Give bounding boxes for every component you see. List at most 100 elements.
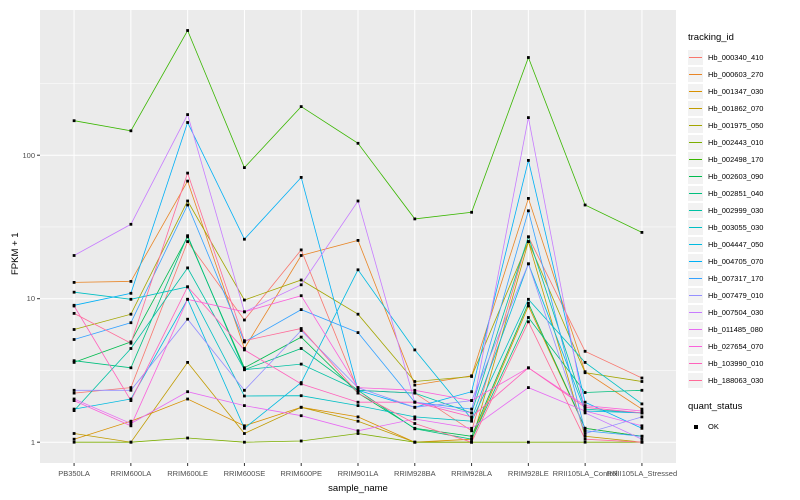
data-point	[299, 254, 303, 257]
data-point	[243, 424, 246, 428]
data-point	[640, 434, 644, 438]
legend-entry-Hb_007504_030: Hb_007504_030	[688, 304, 798, 321]
legend-label: Hb_188063_030	[708, 376, 764, 385]
data-point	[583, 426, 587, 430]
legend-label: Hb_002999_030	[708, 206, 764, 215]
data-point	[129, 291, 133, 295]
legend-label: Hb_001975_050	[708, 121, 764, 130]
data-point	[356, 268, 360, 272]
x-tick-label: PB350LA	[58, 469, 90, 478]
data-point	[299, 308, 303, 311]
data-point	[72, 290, 76, 294]
data-point	[299, 176, 303, 179]
data-point	[583, 349, 587, 353]
data-point	[72, 281, 76, 284]
data-point	[583, 411, 587, 415]
data-point	[583, 437, 587, 441]
legend-key-icon	[688, 118, 703, 133]
legend-entry-Hb_027654_070: Hb_027654_070	[688, 338, 798, 355]
x-tick-label: RRII105LA_Control	[552, 469, 618, 478]
data-point	[243, 166, 246, 169]
legend-key-icon	[688, 288, 703, 303]
legend-label: Hb_103990_010	[708, 359, 764, 368]
data-point	[527, 159, 530, 162]
data-point	[356, 429, 360, 433]
data-point	[356, 400, 360, 404]
legend-key-icon	[688, 67, 703, 82]
data-point	[299, 327, 303, 330]
legend-entry-Hb_003055_030: Hb_003055_030	[688, 219, 798, 236]
legend-label: Hb_004447_050	[708, 240, 764, 249]
data-point	[129, 388, 133, 392]
data-point	[527, 440, 530, 444]
data-point	[583, 440, 587, 444]
data-point	[640, 411, 644, 415]
legend-entry-Hb_001862_070: Hb_001862_070	[688, 100, 798, 117]
data-point	[186, 297, 189, 301]
data-point	[186, 203, 189, 207]
data-point	[356, 386, 360, 389]
data-point	[583, 203, 587, 207]
legend-label: Hb_004705_070	[708, 257, 764, 266]
legend-key-icon	[688, 84, 703, 99]
legend-label: Hb_000603_270	[708, 70, 764, 79]
data-point	[72, 432, 76, 435]
x-tick-label: RRIM928BA	[393, 469, 436, 478]
data-point	[129, 386, 133, 389]
data-point	[186, 436, 189, 440]
x-tick-label: RRIM600LE	[167, 469, 209, 478]
legend-entry-Hb_002498_170: Hb_002498_170	[688, 151, 798, 168]
data-point	[527, 304, 530, 308]
legend-key-icon	[688, 305, 703, 320]
legend-key-icon	[688, 169, 703, 184]
data-point	[299, 294, 303, 298]
data-point	[470, 411, 473, 415]
legend-key-icon	[688, 373, 703, 388]
data-point	[243, 368, 246, 372]
data-point	[413, 415, 417, 419]
data-point	[186, 199, 189, 203]
x-tick-label: RRIM928LA	[451, 469, 492, 478]
data-point	[413, 422, 417, 425]
y-tick-label: 1	[30, 437, 35, 447]
data-point	[583, 400, 587, 404]
data-point	[299, 414, 303, 418]
legend-label: Hb_027654_070	[708, 342, 764, 351]
data-point	[299, 362, 303, 366]
data-point	[356, 141, 360, 145]
data-point	[243, 237, 246, 241]
data-point	[356, 388, 360, 392]
data-point	[186, 171, 189, 175]
legend-entry-Hb_002851_040: Hb_002851_040	[688, 185, 798, 202]
data-point	[413, 380, 417, 383]
data-point	[470, 434, 473, 438]
data-point	[413, 388, 417, 392]
data-point	[527, 116, 530, 119]
data-point	[527, 320, 530, 324]
legend-entry-Hb_001347_030: Hb_001347_030	[688, 83, 798, 100]
legend-label: Hb_000340_410	[708, 53, 764, 62]
legend-key-icon	[688, 254, 703, 269]
legend-label: Hb_001862_070	[708, 104, 764, 113]
data-point	[72, 409, 76, 412]
data-point	[470, 429, 473, 433]
data-point	[583, 361, 587, 364]
legend-entry-Hb_001975_050: Hb_001975_050	[688, 117, 798, 134]
legend-key-icon	[688, 135, 703, 150]
legend-label: Hb_002443_010	[708, 138, 764, 147]
data-point	[470, 390, 473, 394]
data-point	[129, 440, 133, 444]
data-point	[583, 371, 587, 375]
legend: tracking_id Hb_000340_410 Hb_000603_270 Hb…	[688, 32, 798, 435]
legend-entry-Hb_007479_010: Hb_007479_010	[688, 287, 798, 304]
quant-status-entries: OK	[688, 418, 798, 435]
data-point	[470, 375, 473, 378]
data-point	[129, 222, 133, 226]
data-point	[583, 404, 587, 407]
data-point	[72, 359, 76, 363]
legend-label: Hb_002498_170	[708, 155, 764, 164]
legend-entry-Hb_002603_090: Hb_002603_090	[688, 168, 798, 185]
data-point	[527, 297, 530, 301]
data-point	[243, 366, 246, 370]
data-point	[640, 376, 644, 380]
